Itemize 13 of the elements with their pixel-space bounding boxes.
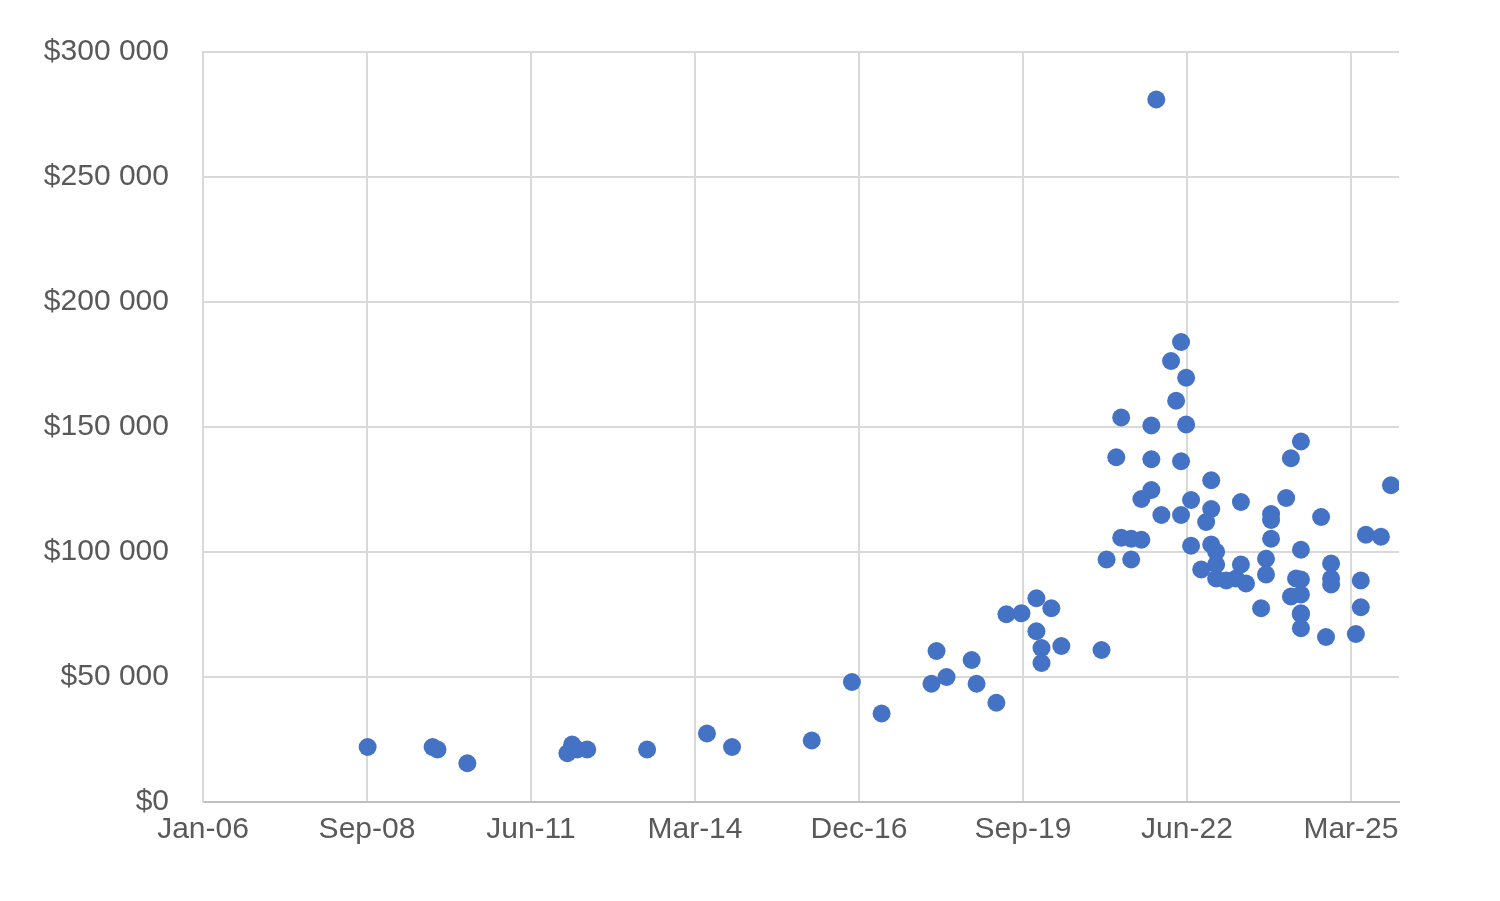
- y-tick-label: $100 000: [43, 533, 169, 567]
- x-tick-label: Mar-14: [647, 811, 743, 845]
- x-tick-label: Sep-08: [318, 811, 416, 845]
- y-tick-label: $300 000: [43, 33, 169, 67]
- y-tick-label: $150 000: [43, 408, 169, 442]
- x-tick-label: Mar-25: [1303, 811, 1399, 845]
- x-tick-label: Dec-16: [810, 811, 908, 845]
- x-tick-label: Jun-11: [486, 811, 576, 845]
- y-tick-label: $50 000: [60, 658, 169, 692]
- x-tick-label: Jun-22: [1141, 811, 1233, 845]
- y-tick-label: $200 000: [43, 283, 169, 317]
- x-tick-label: Sep-19: [974, 811, 1072, 845]
- y-tick-label: $250 000: [43, 158, 169, 192]
